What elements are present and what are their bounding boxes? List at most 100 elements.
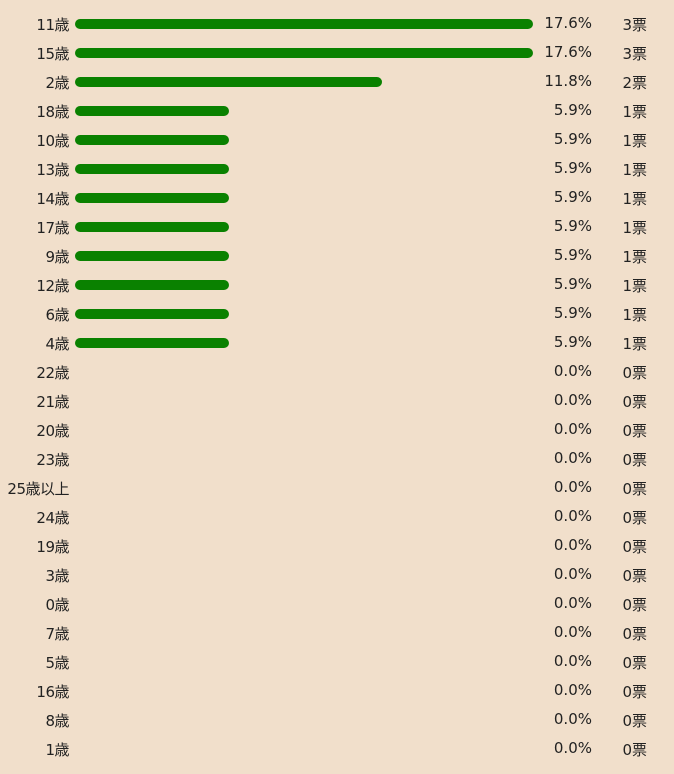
category-label: 20歳 — [36, 422, 69, 440]
category-label: 10歳 — [36, 132, 69, 150]
result-row: 21歳 0.0% 0票 — [0, 387, 674, 416]
percent-label: 0.0% — [553, 362, 592, 380]
category-label: 16歳 — [36, 683, 69, 701]
percent-label: 5.9% — [553, 333, 592, 351]
vote-count-label: 0票 — [622, 509, 647, 527]
result-row: 4歳 5.9% 1票 — [0, 329, 674, 358]
result-row: 24歳 0.0% 0票 — [0, 503, 674, 532]
result-bar — [75, 164, 229, 174]
result-row: 0歳 0.0% 0票 — [0, 590, 674, 619]
result-bar — [75, 106, 229, 116]
result-row: 5歳 0.0% 0票 — [0, 648, 674, 677]
result-bar — [75, 338, 229, 348]
percent-label: 5.9% — [553, 101, 592, 119]
percent-label: 0.0% — [553, 449, 592, 467]
result-row: 1歳 0.0% 0票 — [0, 735, 674, 764]
result-row: 18歳 5.9% 1票 — [0, 97, 674, 126]
result-row: 6歳 5.9% 1票 — [0, 300, 674, 329]
result-bar — [75, 193, 229, 203]
category-label: 22歳 — [36, 364, 69, 382]
result-bar — [75, 309, 229, 319]
result-row: 19歳 0.0% 0票 — [0, 532, 674, 561]
result-row: 3歳 0.0% 0票 — [0, 561, 674, 590]
category-label: 17歳 — [36, 219, 69, 237]
category-label: 7歳 — [45, 625, 69, 643]
result-row: 23歳 0.0% 0票 — [0, 445, 674, 474]
vote-count-label: 3票 — [622, 45, 647, 63]
percent-label: 0.0% — [553, 710, 592, 728]
category-label: 18歳 — [36, 103, 69, 121]
vote-count-label: 0票 — [622, 567, 647, 585]
vote-count-label: 0票 — [622, 422, 647, 440]
result-row: 22歳 0.0% 0票 — [0, 358, 674, 387]
percent-label: 0.0% — [553, 507, 592, 525]
result-bar — [75, 77, 382, 87]
vote-count-label: 1票 — [622, 248, 647, 266]
percent-label: 5.9% — [553, 130, 592, 148]
result-row: 2歳 11.8% 2票 — [0, 68, 674, 97]
result-row: 16歳 0.0% 0票 — [0, 677, 674, 706]
vote-count-label: 0票 — [622, 683, 647, 701]
result-bar — [75, 251, 229, 261]
result-bar — [75, 280, 229, 290]
percent-label: 0.0% — [553, 594, 592, 612]
vote-count-label: 1票 — [622, 103, 647, 121]
category-label: 5歳 — [45, 654, 69, 672]
percent-label: 5.9% — [553, 246, 592, 264]
category-label: 2歳 — [45, 74, 69, 92]
vote-count-label: 2票 — [622, 74, 647, 92]
category-label: 1歳 — [45, 741, 69, 759]
result-row: 13歳 5.9% 1票 — [0, 155, 674, 184]
category-label: 6歳 — [45, 306, 69, 324]
percent-label: 5.9% — [553, 275, 592, 293]
result-row: 14歳 5.9% 1票 — [0, 184, 674, 213]
vote-count-label: 0票 — [622, 538, 647, 556]
result-row: 7歳 0.0% 0票 — [0, 619, 674, 648]
vote-count-label: 0票 — [622, 364, 647, 382]
percent-label: 5.9% — [553, 304, 592, 322]
vote-count-label: 1票 — [622, 161, 647, 179]
percent-label: 0.0% — [553, 681, 592, 699]
category-label: 25歳以上 — [7, 480, 69, 498]
result-row: 17歳 5.9% 1票 — [0, 213, 674, 242]
vote-count-label: 1票 — [622, 335, 647, 353]
category-label: 24歳 — [36, 509, 69, 527]
vote-count-label: 1票 — [622, 190, 647, 208]
percent-label: 0.0% — [553, 565, 592, 583]
category-label: 3歳 — [45, 567, 69, 585]
category-label: 15歳 — [36, 45, 69, 63]
percent-label: 0.0% — [553, 478, 592, 496]
category-label: 14歳 — [36, 190, 69, 208]
vote-count-label: 1票 — [622, 132, 647, 150]
result-row: 25歳以上 0.0% 0票 — [0, 474, 674, 503]
percent-label: 0.0% — [553, 420, 592, 438]
category-label: 13歳 — [36, 161, 69, 179]
category-label: 8歳 — [45, 712, 69, 730]
percent-label: 17.6% — [544, 14, 592, 32]
category-label: 11歳 — [36, 16, 69, 34]
vote-count-label: 0票 — [622, 451, 647, 469]
vote-count-label: 0票 — [622, 654, 647, 672]
category-label: 4歳 — [45, 335, 69, 353]
percent-label: 17.6% — [544, 43, 592, 61]
percent-label: 11.8% — [544, 72, 592, 90]
category-label: 23歳 — [36, 451, 69, 469]
vote-count-label: 0票 — [622, 741, 647, 759]
vote-count-label: 1票 — [622, 277, 647, 295]
category-label: 19歳 — [36, 538, 69, 556]
vote-count-label: 0票 — [622, 480, 647, 498]
result-row: 20歳 0.0% 0票 — [0, 416, 674, 445]
category-label: 9歳 — [45, 248, 69, 266]
vote-count-label: 0票 — [622, 393, 647, 411]
percent-label: 0.0% — [553, 739, 592, 757]
result-row: 15歳 17.6% 3票 — [0, 39, 674, 68]
vote-count-label: 1票 — [622, 306, 647, 324]
percent-label: 0.0% — [553, 536, 592, 554]
percent-label: 5.9% — [553, 217, 592, 235]
result-row: 10歳 5.9% 1票 — [0, 126, 674, 155]
category-label: 21歳 — [36, 393, 69, 411]
result-row: 8歳 0.0% 0票 — [0, 706, 674, 735]
category-label: 0歳 — [45, 596, 69, 614]
vote-count-label: 0票 — [622, 596, 647, 614]
